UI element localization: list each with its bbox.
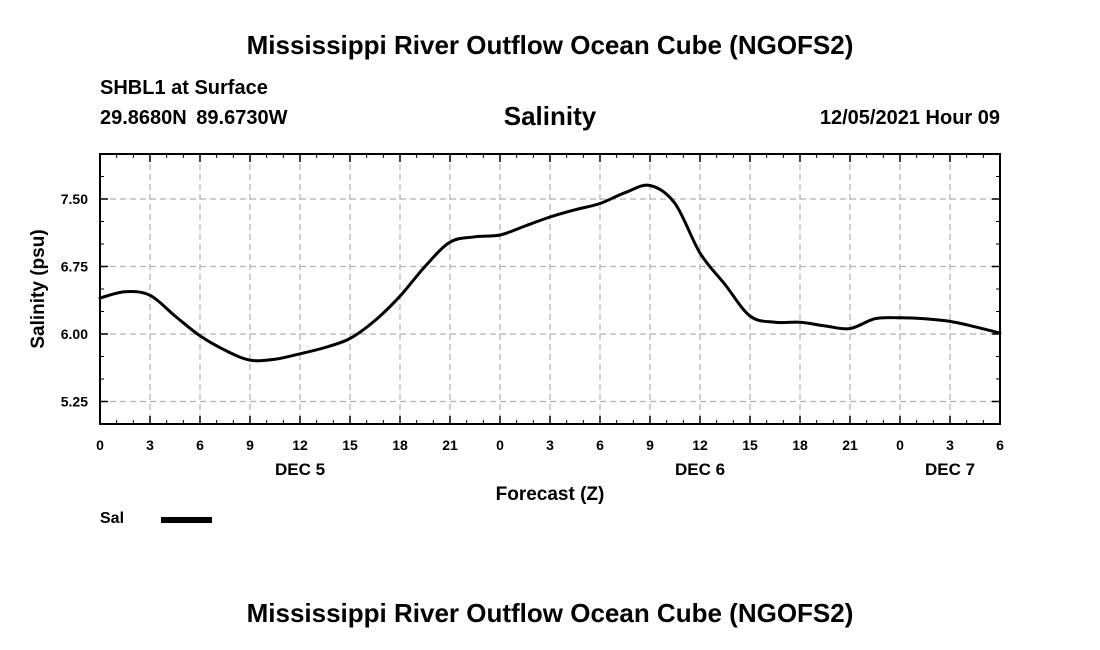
x-tick-label: 21: [842, 437, 858, 453]
date-label: DEC 5: [275, 460, 325, 479]
coordinates-label: 29.8680N 89.6730W: [100, 107, 288, 129]
x-tick-label: 6: [196, 437, 204, 453]
station-label: SHBL1 at Surface: [100, 77, 268, 99]
y-axis-title: Salinity (psu): [28, 229, 49, 348]
x-tick-label: 0: [896, 437, 904, 453]
x-tick-label: 9: [646, 437, 654, 453]
y-tick-label: 6.00: [61, 326, 88, 342]
x-tick-label: 18: [392, 437, 408, 453]
series-line-sal: [98, 183, 1002, 363]
x-tick-label: 3: [946, 437, 954, 453]
date-label: DEC 6: [675, 460, 725, 479]
x-tick-label: 0: [496, 437, 504, 453]
axis-ticks: [99, 153, 1001, 425]
y-tick-label: 5.25: [61, 394, 88, 410]
x-tick-label: 12: [692, 437, 708, 453]
x-tick-label: 9: [246, 437, 254, 453]
chart-main-title: Mississippi River Outflow Ocean Cube (NG…: [246, 30, 854, 60]
grid-lines: [100, 154, 1000, 424]
legend-label: Sal: [100, 510, 125, 527]
x-tick-label: 6: [596, 437, 604, 453]
x-tick-label: 6: [996, 437, 1004, 453]
x-tick-label: 21: [442, 437, 458, 453]
forecast-datetime: 12/05/2021 Hour 09: [819, 107, 1000, 129]
legend-swatch: [161, 517, 212, 523]
date-label: DEC 7: [925, 460, 975, 479]
x-tick-label: 18: [792, 437, 808, 453]
axis-labels: 0 3 6 9 12 15 18 21 0 3 6 9 12 15 18 21 0 3 6 5.25 6.00 6.75 7…: [28, 191, 1004, 505]
chart-subtitle: Salinity: [503, 101, 597, 131]
x-tick-label: 12: [292, 437, 308, 453]
footer-title: Mississippi River Outflow Ocean Cube (NG…: [246, 598, 854, 628]
x-axis-title: Forecast (Z): [496, 484, 605, 505]
x-tick-label: 15: [742, 437, 758, 453]
x-tick-label: 15: [342, 437, 358, 453]
data-layer: [98, 183, 1002, 363]
y-tick-label: 6.75: [61, 259, 88, 275]
x-tick-label: 3: [546, 437, 554, 453]
y-tick-label: 7.50: [61, 191, 88, 207]
x-tick-label: 0: [96, 437, 104, 453]
x-tick-label: 3: [146, 437, 154, 453]
